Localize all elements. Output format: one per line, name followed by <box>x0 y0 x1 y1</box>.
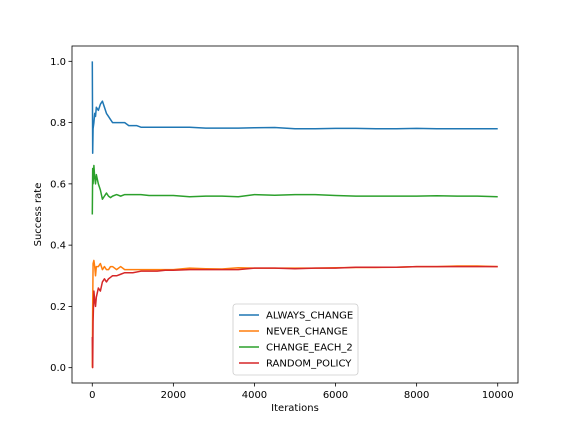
legend: ALWAYS_CHANGE NEVER_CHANGE CHANGE_EACH_2 RA… <box>232 303 359 376</box>
plot-area <box>91 61 498 369</box>
x-axis-label: Iterations <box>271 403 319 414</box>
x-tick-label: 2000 <box>161 390 186 401</box>
y-tick-label: 0.0 <box>50 363 66 374</box>
legend-label: RANDOM_POLICY <box>266 359 352 370</box>
y-tick-label: 0.6 <box>50 179 66 190</box>
series-line-random-policy <box>91 265 498 369</box>
x-tick-label: 10000 <box>482 390 514 401</box>
x-tick-label: 6000 <box>323 390 348 401</box>
legend-label: CHANGE_EACH_2 <box>266 343 353 354</box>
axes: 0 2000 4000 6000 8000 10000 0.0 0.2 0.4 0.6 0.8 1.0 <box>50 45 519 401</box>
x-tick-label: 0 <box>89 390 95 401</box>
axes-frame <box>71 45 519 384</box>
x-tick-label: 8000 <box>404 390 429 401</box>
series-line-always-change <box>91 61 498 154</box>
y-axis-label: Success rate <box>33 183 44 247</box>
series-line-change-each-2 <box>91 164 498 215</box>
legend-label: ALWAYS_CHANGE <box>266 311 353 322</box>
y-tick-label: 1.0 <box>50 57 66 68</box>
y-tick-label: 0.8 <box>50 118 66 129</box>
y-tick-label: 0.4 <box>50 241 66 252</box>
y-tick-label: 0.2 <box>50 302 66 313</box>
x-tick-label: 4000 <box>242 390 267 401</box>
legend-box <box>232 303 359 376</box>
legend-label: NEVER_CHANGE <box>266 327 348 338</box>
